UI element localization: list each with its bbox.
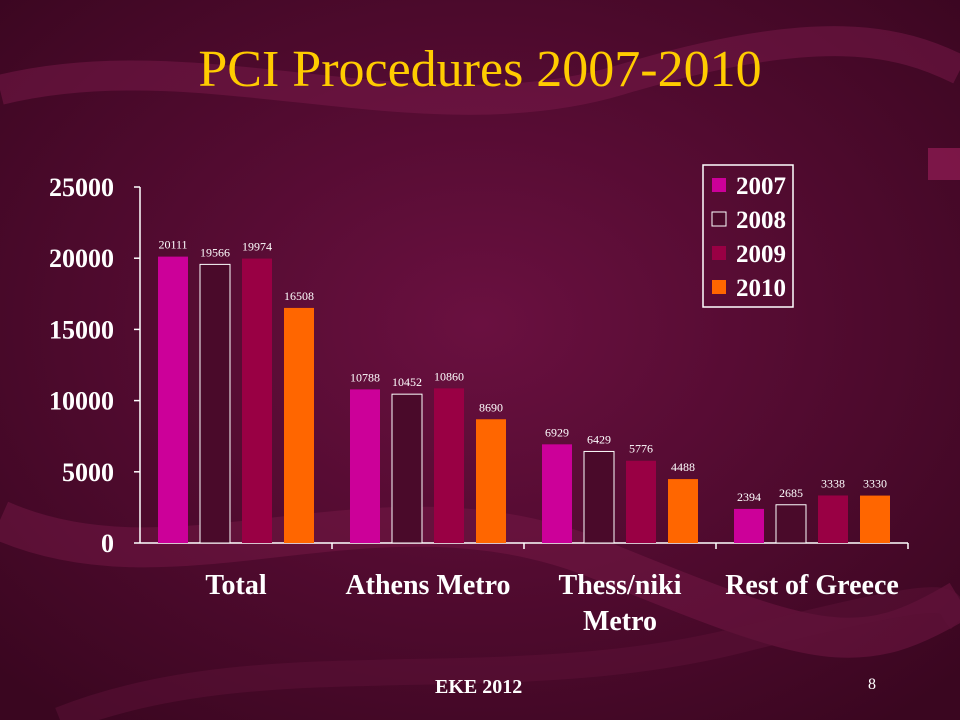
legend-box	[702, 164, 794, 308]
bar	[242, 258, 272, 543]
data-label: 2685	[779, 486, 803, 500]
data-label: 5776	[629, 442, 653, 456]
legend-label: 2007	[736, 173, 786, 200]
data-label: 19566	[200, 245, 230, 259]
slide-title: PCI Procedures 2007-2010	[198, 41, 762, 98]
data-label: 10452	[392, 375, 422, 389]
legend-swatch	[712, 246, 726, 260]
bar	[284, 307, 314, 543]
category-label: Rest of Greece	[725, 570, 899, 601]
bar	[542, 444, 572, 543]
bar	[626, 460, 656, 543]
legend-swatch	[712, 280, 726, 294]
category-label: Total	[205, 570, 266, 601]
data-label: 3330	[863, 477, 887, 491]
bar	[818, 495, 848, 543]
bar	[860, 495, 890, 543]
bar	[734, 508, 764, 543]
category-label: Metro	[583, 606, 657, 637]
legend-label: 2008	[736, 207, 786, 234]
y-tick-label: 25000	[49, 173, 114, 202]
data-label: 10788	[350, 370, 380, 384]
data-label: 6929	[545, 425, 569, 439]
data-label: 2394	[737, 490, 761, 504]
data-label: 6429	[587, 432, 611, 446]
data-label: 20111	[158, 238, 187, 252]
page-number: 8	[868, 676, 876, 693]
y-tick-label: 5000	[62, 458, 114, 487]
y-tick-label: 20000	[49, 244, 114, 273]
bar	[158, 256, 188, 543]
data-label: 3338	[821, 476, 845, 490]
data-label: 4488	[671, 460, 695, 474]
bar	[775, 504, 807, 544]
bar	[391, 393, 423, 544]
bar	[476, 419, 506, 543]
data-label: 19974	[242, 240, 272, 254]
data-label: 8690	[479, 400, 503, 414]
y-tick-label: 15000	[49, 315, 114, 344]
footer-text: EKE 2012	[435, 676, 523, 698]
bar	[350, 389, 380, 543]
bar	[668, 479, 698, 543]
category-label: Athens Metro	[345, 570, 510, 601]
legend-swatch	[712, 178, 726, 192]
legend-label: 2009	[736, 241, 786, 268]
data-label: 10860	[434, 369, 464, 383]
data-label: 16508	[284, 289, 314, 303]
category-label: Thess/niki	[559, 570, 682, 601]
bar	[199, 263, 231, 544]
y-tick-label: 10000	[49, 387, 114, 416]
bar	[434, 388, 464, 543]
legend-label: 2010	[736, 275, 786, 302]
legend-swatch	[711, 211, 727, 227]
bar	[583, 450, 615, 544]
y-tick-label: 0	[101, 529, 114, 558]
